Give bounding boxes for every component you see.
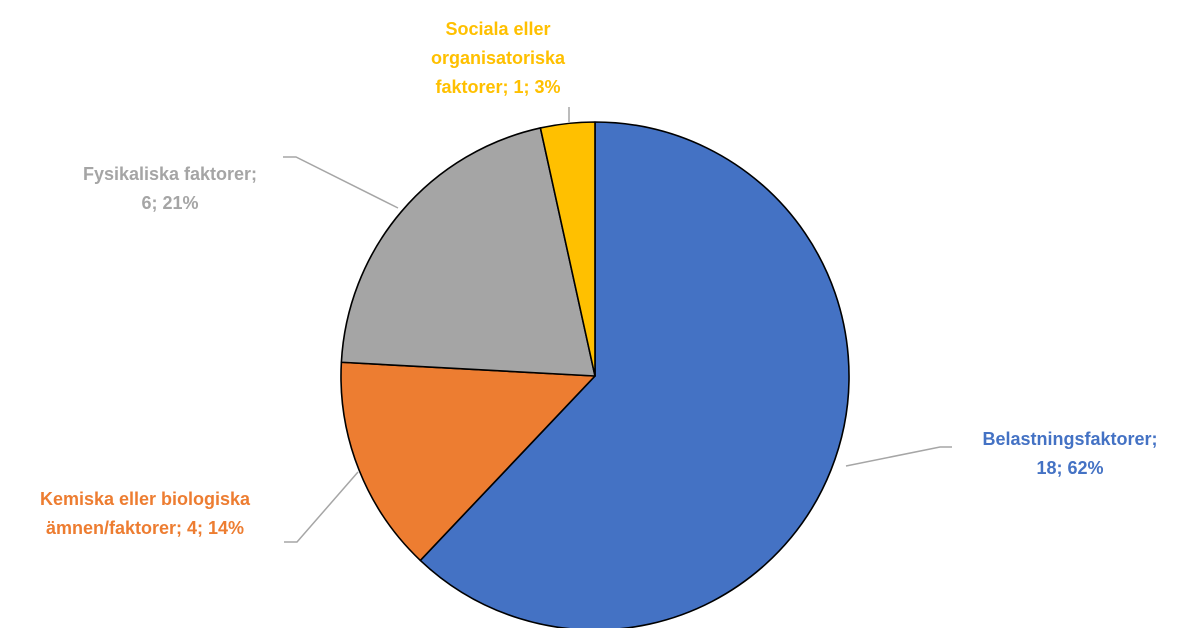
data-label-line: Sociala eller [445,19,550,39]
pie-slices [341,122,849,628]
data-label-line: Fysikaliska faktorer; [83,164,257,184]
leader-line [284,472,358,542]
leader-line [283,157,398,208]
data-label: Sociala eller organisatoriska faktorer; 1;… [431,19,566,97]
leader-line [846,447,952,466]
data-label: Kemiska eller biologiska ämnen/faktorer; … [40,489,251,538]
data-label-line: Belastningsfaktorer; [982,429,1157,449]
data-label-line: organisatoriska [431,48,566,68]
data-label: Fysikaliska faktorer; 6; 21% [83,164,257,213]
data-label-line: 6; 21% [141,193,198,213]
data-label-line: ämnen/faktorer; 4; 14% [46,518,244,538]
data-label: Belastningsfaktorer; 18; 62% [982,429,1157,478]
data-label-line: Kemiska eller biologiska [40,489,251,509]
data-label-line: 18; 62% [1036,458,1103,478]
data-label-line: faktorer; 1; 3% [435,77,560,97]
